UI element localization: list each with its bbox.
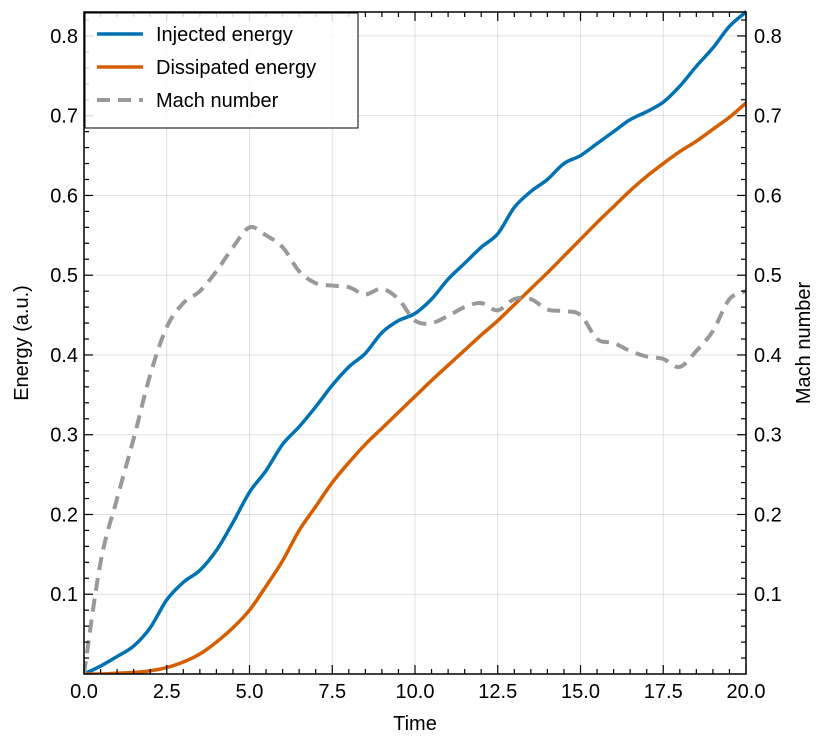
series-layer	[84, 10, 746, 674]
y-axis-title: Energy (a.u.)	[11, 285, 33, 401]
y2-tick-label: 0.4	[754, 345, 782, 367]
y2-axis-title: Mach number	[793, 282, 815, 405]
y-tick-label: 0.8	[50, 26, 78, 48]
y2-tick-label: 0.8	[754, 26, 782, 48]
x-tick-label: 2.5	[153, 681, 181, 703]
label-layer: 0.0 2.5 5.0 7.5 10.0 12.5 15.0 17.5 20.0 0.1 0.2 0.…	[50, 26, 782, 703]
y-tick-label: 0.2	[50, 504, 78, 526]
y2-tick-label: 0.2	[754, 504, 782, 526]
y-tick-label: 0.5	[50, 265, 78, 287]
y2-tick-label: 0.3	[754, 425, 782, 447]
x-tick-label: 17.5	[644, 681, 683, 703]
x-axis-title: Time	[393, 713, 437, 735]
x-tick-label: 20.0	[727, 681, 766, 703]
x-tick-label: 5.0	[236, 681, 264, 703]
x-tick-label: 15.0	[561, 681, 600, 703]
series-line-dissipated-energy	[84, 101, 746, 674]
legend-entries: Injected energy Dissipated energy Mach num…	[97, 24, 316, 112]
legend: Injected energy Dissipated energy Mach num…	[84, 12, 359, 129]
legend-label-dissipated-energy: Dissipated energy	[156, 57, 316, 79]
x-tick-label: 10.0	[396, 681, 435, 703]
legend-box	[84, 12, 359, 129]
legend-label-mach-number: Mach number	[156, 90, 279, 112]
y2-tick-label: 0.7	[754, 106, 782, 128]
y-tick-label: 0.1	[50, 584, 78, 606]
y-tick-label: 0.4	[50, 345, 78, 367]
y-tick-label: 0.3	[50, 425, 78, 447]
y2-tick-label: 0.6	[754, 185, 782, 207]
series-line-mach-number	[84, 225, 746, 674]
y2-tick-label: 0.5	[754, 265, 782, 287]
y-tick-label: 0.7	[50, 106, 78, 128]
series-line-injected-energy	[84, 10, 746, 674]
x-tick-label: 0.0	[70, 681, 98, 703]
y2-tick-label: 0.1	[754, 584, 782, 606]
y-tick-label: 0.6	[50, 185, 78, 207]
x-tick-label: 12.5	[478, 681, 517, 703]
x-tick-label: 7.5	[318, 681, 346, 703]
legend-label-injected-energy: Injected energy	[156, 24, 293, 46]
